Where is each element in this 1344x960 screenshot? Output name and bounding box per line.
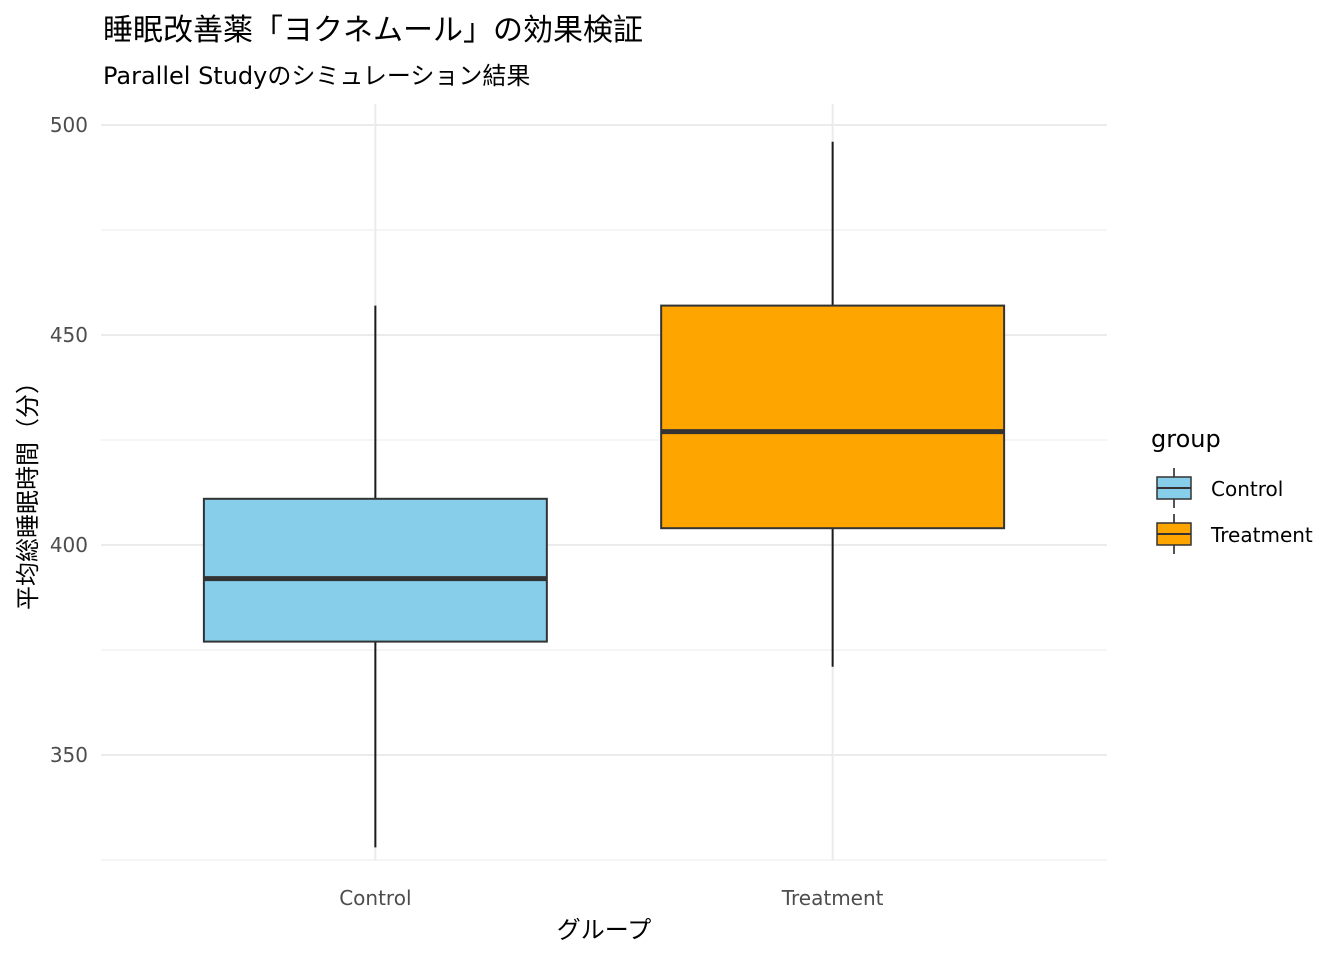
legend-label: Control (1211, 477, 1283, 501)
chart-title: 睡眠改善薬「ヨクネムール」の効果検証 (103, 13, 643, 48)
y-tick-labels: 350 400 450 500 (50, 113, 88, 767)
y-axis-title: 平均総睡眠時間（分） (14, 370, 42, 610)
box-control (202, 305, 548, 848)
chart-subtitle: Parallel Studyのシミュレーション結果 (103, 62, 530, 90)
box-iqr (660, 304, 1006, 530)
y-tick-label: 350 (50, 743, 88, 767)
y-tick-label: 400 (50, 533, 88, 557)
y-tick-label: 450 (50, 323, 88, 347)
x-tick-labels: Control Treatment (339, 886, 883, 910)
legend-entry-treatment: Treatment (1156, 514, 1313, 554)
boxes (202, 141, 1006, 848)
legend-entry-control: Control (1156, 468, 1283, 508)
x-tick-label: Treatment (781, 886, 884, 910)
y-tick-label: 500 (50, 113, 88, 137)
legend-title: group (1151, 425, 1221, 453)
box-iqr (202, 497, 548, 643)
box-treatment (660, 141, 1006, 667)
legend: group Control Treatment (1151, 425, 1313, 554)
legend-label: Treatment (1210, 523, 1313, 547)
x-tick-label: Control (339, 886, 411, 910)
x-axis-title: グループ (557, 916, 652, 944)
